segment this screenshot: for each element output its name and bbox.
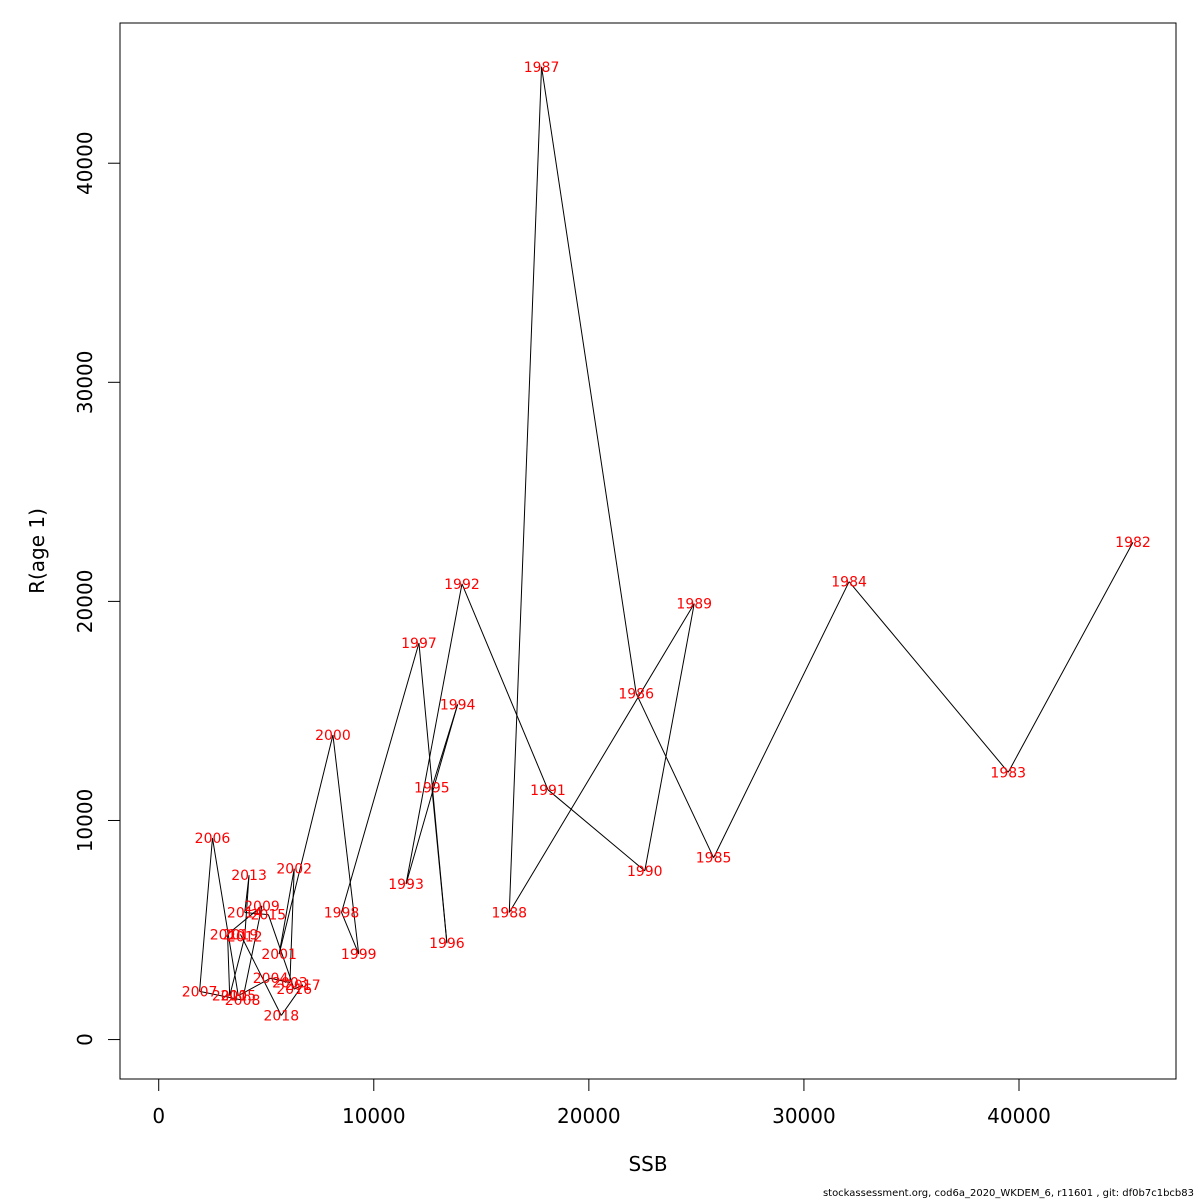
point-label-1984: 1984 [831, 575, 867, 591]
segment-2005-2006 [211, 837, 239, 996]
segment-2013-2014 [244, 875, 250, 913]
y-tick-label: 40000 [73, 131, 97, 195]
point-label-2006: 2006 [195, 831, 231, 847]
x-tick-label: 0 [152, 1104, 165, 1128]
point-label-1999: 1999 [341, 947, 377, 963]
segment-1990-1991 [547, 789, 646, 872]
segment-1991-1992 [461, 583, 549, 790]
segment-2001-2002 [278, 868, 295, 955]
footer-source: stockassessment.org, cod6a_2020_WKDEM_6,… [822, 1188, 1194, 1199]
segment-2003-2004 [270, 977, 291, 984]
x-tick-label: 10000 [342, 1104, 406, 1128]
point-label-1993: 1993 [388, 877, 424, 893]
y-tick-label: 0 [73, 1033, 97, 1046]
point-label-1991: 1991 [530, 783, 566, 799]
point-label-1992: 1992 [444, 577, 480, 593]
segment-2006-2007 [199, 837, 213, 992]
point-label-2008: 2008 [225, 993, 261, 1009]
point-label-1987: 1987 [524, 60, 560, 76]
point-label-2007: 2007 [182, 984, 218, 1000]
point-label-1998: 1998 [324, 905, 360, 921]
segment-2009-2010 [227, 905, 263, 935]
segment-2018-2019 [239, 934, 282, 1016]
segment-1989-1990 [644, 603, 695, 871]
segment-1992-1993 [405, 583, 463, 885]
segment-2008-2009 [242, 905, 263, 1001]
segment-1985-1986 [635, 693, 715, 858]
segment-1983-1984 [848, 581, 1009, 773]
point-label-1985: 1985 [696, 851, 732, 867]
point-label-2018: 2018 [263, 1008, 299, 1024]
segment-1996-1997 [418, 642, 448, 944]
segment-1999-2000 [332, 734, 360, 955]
x-tick-label: 40000 [987, 1104, 1051, 1128]
y-tick-label: 10000 [73, 789, 97, 853]
segment-1988-1989 [508, 603, 695, 913]
point-label-1982: 1982 [1115, 535, 1151, 551]
point-label-2001: 2001 [261, 947, 297, 963]
point-label-1996: 1996 [429, 936, 465, 952]
point-label-2014: 2014 [227, 905, 263, 921]
point-label-2000: 2000 [315, 728, 351, 744]
y-tick-label: 30000 [73, 350, 97, 414]
x-tick-label: 30000 [772, 1104, 836, 1128]
point-label-1988: 1988 [491, 905, 527, 921]
segment-1997-1998 [341, 642, 420, 913]
point-label-2012: 2012 [227, 930, 263, 946]
point-label-1995: 1995 [414, 781, 450, 797]
series-line [199, 66, 1134, 1016]
segment-2016-2017 [293, 984, 304, 990]
point-label-2002: 2002 [276, 862, 312, 878]
segment-1984-1985 [713, 581, 850, 858]
point-label-1994: 1994 [440, 697, 476, 713]
segment-1987-1988 [508, 66, 543, 913]
segment-2007-2008 [199, 990, 243, 1001]
segment-1986-1987 [541, 66, 637, 694]
point-label-2013: 2013 [231, 868, 267, 884]
y-axis: 0 10000 20000 30000 40000 [73, 131, 121, 1046]
y-tick-label: 20000 [73, 570, 97, 634]
point-label-2015: 2015 [251, 908, 287, 924]
point-label-2011: 2011 [212, 989, 248, 1005]
segment-2000-2001 [278, 734, 334, 955]
segment-2017-2018 [280, 984, 304, 1016]
segment-2002-2003 [289, 868, 295, 983]
segment-2015-2016 [267, 914, 295, 990]
segment-2011-2012 [229, 936, 246, 996]
point-label-1983: 1983 [990, 765, 1026, 781]
segment-1982-1983 [1007, 541, 1134, 773]
point-labels: 1982 1983 1984 1985 1986 1987 1988 1989 1990 1991… [182, 60, 1151, 1025]
point-label-1986: 1986 [618, 686, 654, 702]
x-tick-label: 20000 [557, 1104, 621, 1128]
x-axis: 0 10000 20000 30000 40000 [152, 1078, 1051, 1128]
point-label-2019: 2019 [223, 927, 259, 943]
point-label-2004: 2004 [253, 971, 289, 987]
segment-2010-2011 [227, 934, 231, 996]
segment-2014-2015 [244, 911, 269, 916]
segment-1993-1994 [405, 704, 459, 885]
x-axis-title: SSB [628, 1152, 667, 1176]
y-axis-title: R(age 1) [25, 508, 49, 594]
point-label-2005: 2005 [220, 989, 256, 1005]
segment-1994-1995 [431, 704, 459, 788]
segment-1998-1999 [341, 912, 360, 955]
point-label-2009: 2009 [244, 899, 280, 915]
point-label-2010: 2010 [210, 927, 246, 943]
point-label-2016: 2016 [276, 982, 312, 998]
point-label-1990: 1990 [627, 864, 663, 880]
point-label-1997: 1997 [401, 636, 437, 652]
point-label-2003: 2003 [272, 976, 308, 992]
point-label-2017: 2017 [285, 978, 321, 994]
point-label-1989: 1989 [676, 597, 712, 613]
